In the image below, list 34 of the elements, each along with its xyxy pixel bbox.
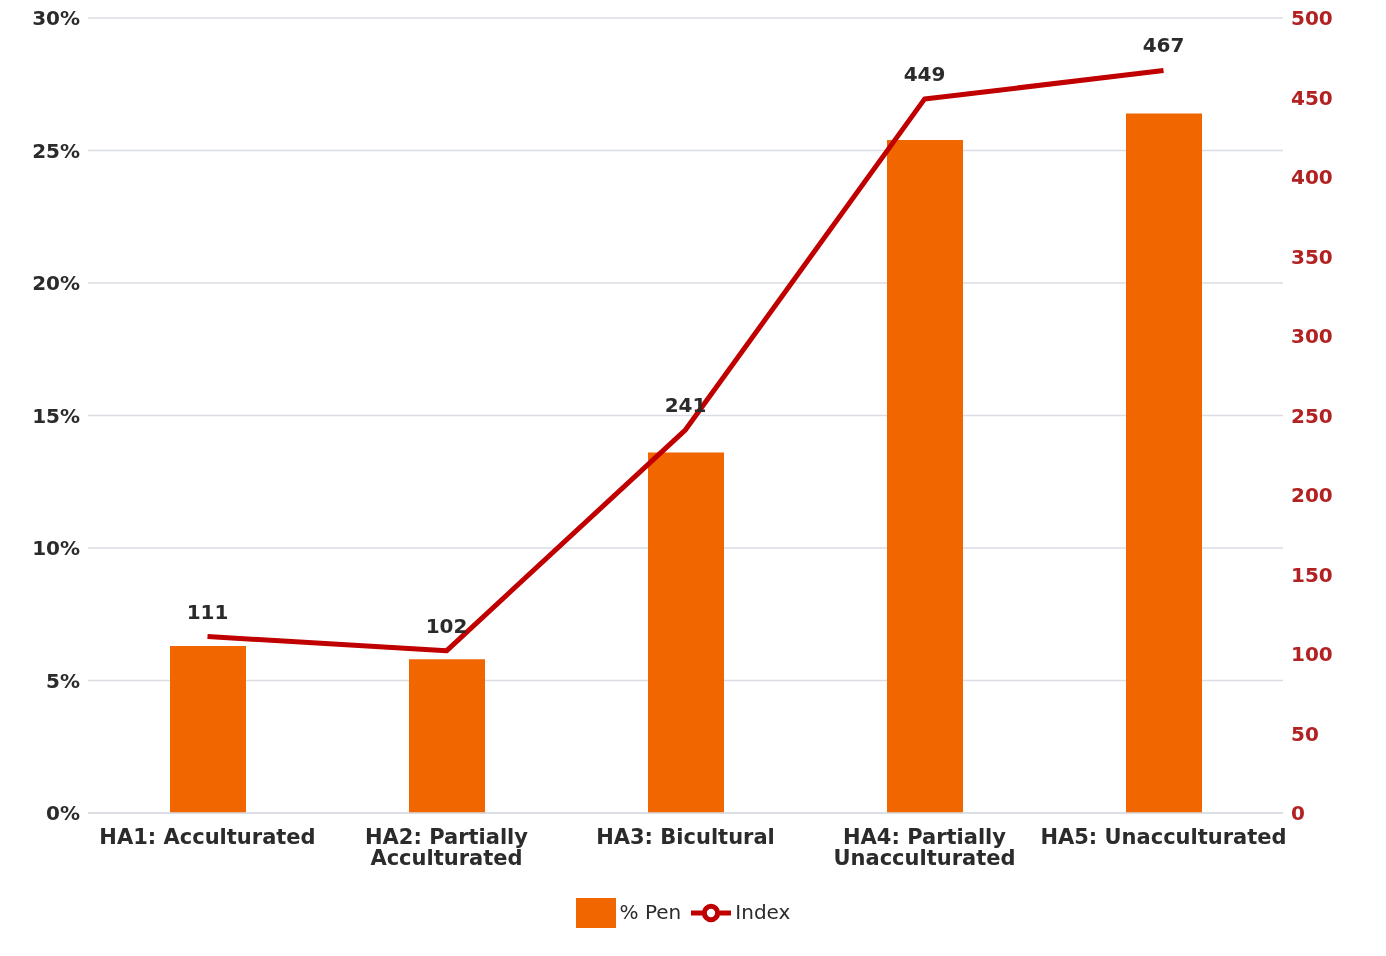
y-tick-label: 25% (32, 138, 80, 163)
data-label: 449 (903, 62, 946, 87)
bar (1126, 113, 1202, 813)
x-tick-label: HA2: Partially Acculturated (365, 824, 529, 870)
y2-tick-label: 300 (1291, 324, 1333, 349)
y-tick-label: 10% (32, 536, 80, 561)
bar (170, 646, 246, 813)
y-tick-label: 20% (32, 271, 80, 296)
y2-tick-label: 50 (1291, 721, 1319, 746)
y-tick-label: 5% (46, 668, 80, 693)
y-tick-label: 0% (46, 801, 80, 826)
y2-tick-label: 100 (1291, 642, 1333, 667)
y2-tick-label: 400 (1291, 165, 1333, 190)
x-tick-label: HA1: Acculturated (99, 824, 316, 849)
data-label: 102 (425, 613, 468, 638)
bar (648, 452, 724, 813)
y2-tick-label: 450 (1291, 85, 1333, 110)
y2-tick-label: 0 (1291, 801, 1305, 826)
y2-tick-label: 500 (1291, 6, 1333, 31)
legend-label: % Pen (619, 899, 682, 924)
y-tick-label: 15% (32, 403, 80, 428)
bar (409, 659, 485, 813)
y2-tick-label: 350 (1291, 244, 1333, 269)
y2-tick-label: 250 (1291, 403, 1333, 428)
y2-tick-label: 200 (1291, 483, 1333, 508)
x-tick-label: HA4: Partially Unacculturated (833, 824, 1016, 870)
x-tick-label: HA3: Bicultural (596, 824, 775, 849)
data-label: 467 (1142, 33, 1185, 58)
bar (887, 139, 963, 813)
y2-tick-label: 150 (1291, 562, 1333, 587)
y-tick-label: 30% (32, 6, 80, 31)
legend-label: Index (735, 899, 791, 924)
data-label: 111 (186, 599, 229, 624)
x-tick-label: HA5: Unacculturated (1040, 824, 1287, 849)
